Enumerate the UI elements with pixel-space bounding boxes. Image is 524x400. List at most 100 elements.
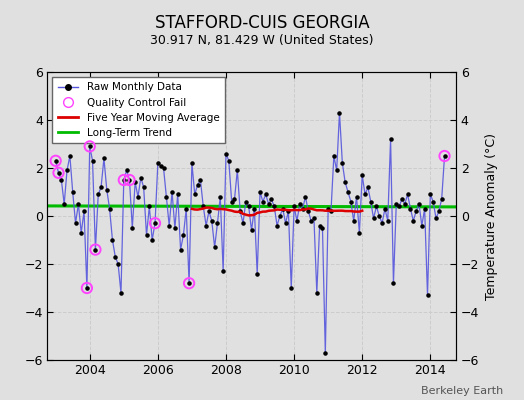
Point [239,220,247,226]
Point [60,201,69,207]
Point [151,220,159,226]
Point [63,167,71,174]
Point [154,160,162,166]
Point [191,191,199,198]
Point [213,220,222,226]
Point [227,198,236,205]
Point [352,194,361,200]
Point [324,206,332,212]
Point [165,222,173,229]
Point [185,280,193,286]
Y-axis label: Temperature Anomaly (°C): Temperature Anomaly (°C) [485,132,498,300]
Point [103,186,111,193]
Point [347,198,355,205]
Point [159,165,168,171]
Point [335,110,344,116]
Point [315,222,324,229]
Point [51,158,60,164]
Point [91,246,100,253]
Point [179,232,188,238]
Point [296,201,304,207]
Point [117,290,125,296]
Point [145,203,154,210]
Text: STAFFORD-CUIS GEORGIA: STAFFORD-CUIS GEORGIA [155,14,369,32]
Point [284,208,292,214]
Point [270,203,278,210]
Point [97,184,105,190]
Point [247,227,256,234]
Point [202,222,210,229]
Point [389,280,398,286]
Point [74,201,83,207]
Point [372,203,380,210]
Point [211,244,219,250]
Point [185,280,193,286]
Point [171,225,179,231]
Point [131,179,139,186]
Point [401,201,409,207]
Point [85,143,94,150]
Point [137,174,145,181]
Point [384,218,392,224]
Point [273,222,281,229]
Point [231,196,239,202]
Point [259,198,267,205]
Point [327,208,335,214]
Point [216,194,224,200]
Point [139,184,148,190]
Point [162,194,171,200]
Point [429,198,438,205]
Point [418,222,426,229]
Point [375,213,384,219]
Point [105,206,114,212]
Point [367,198,375,205]
Point [182,206,190,212]
Point [338,160,346,166]
Point [415,201,423,207]
Point [125,177,134,183]
Point [310,215,318,222]
Point [236,208,244,214]
Point [119,177,128,183]
Point [193,182,202,188]
Point [151,220,159,226]
Point [123,167,131,174]
Point [432,215,440,222]
Point [392,201,400,207]
Point [80,208,88,214]
Point [276,213,284,219]
Point [128,225,137,231]
Point [395,203,403,210]
Point [208,218,216,224]
Point [378,220,386,226]
Text: Berkeley Earth: Berkeley Earth [421,386,503,396]
Point [361,191,369,198]
Point [119,177,128,183]
Point [54,170,63,176]
Point [364,184,372,190]
Point [440,153,449,159]
Point [57,177,66,183]
Point [358,172,366,178]
Point [403,191,412,198]
Point [157,162,165,169]
Point [94,191,103,198]
Point [381,206,389,212]
Point [51,158,60,164]
Point [196,177,205,183]
Point [423,292,432,298]
Point [299,206,307,212]
Point [168,189,176,195]
Point [369,215,378,222]
Point [355,230,364,236]
Point [406,206,414,212]
Point [253,270,261,277]
Point [148,237,156,243]
Point [313,290,321,296]
Point [173,191,182,198]
Point [225,158,233,164]
Point [219,268,227,274]
Point [83,285,91,291]
Point [293,218,301,224]
Point [281,220,290,226]
